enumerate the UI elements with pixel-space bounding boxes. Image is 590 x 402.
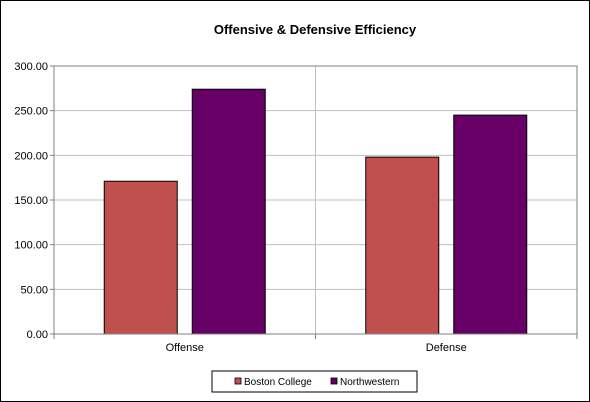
legend-label-boston-college: Boston College — [244, 377, 312, 388]
y-tick-label: 200.00 — [14, 150, 48, 162]
x-tick-label-defense: Defense — [426, 342, 467, 354]
legend: Boston College Northwestern — [211, 370, 418, 393]
y-axis-tick-labels: 0.00 50.00 100.00 150.00 200.00 250.00 300.00 — [14, 61, 48, 341]
y-tick-label: 50.00 — [20, 284, 48, 296]
bars — [103, 88, 528, 335]
legend-swatch-northwestern — [330, 377, 338, 385]
axes — [50, 65, 578, 339]
x-axis-tick-labels: Offense Defense — [166, 342, 467, 354]
y-tick-label: 300.00 — [14, 61, 48, 73]
y-tick-label: 0.00 — [27, 329, 48, 341]
bar-northwestern-defense — [453, 114, 528, 335]
y-tick-label: 250.00 — [14, 106, 48, 118]
bar-boston-college-offense — [103, 180, 178, 335]
legend-label-northwestern: Northwestern — [340, 377, 399, 388]
legend-box — [211, 370, 418, 393]
y-tick-label: 100.00 — [14, 240, 48, 252]
plot-area-border — [53, 65, 578, 335]
bar-northwestern-offense — [191, 88, 266, 335]
bar-boston-college-defense — [365, 156, 440, 335]
chart-title: Offensive & Defensive Efficiency — [214, 22, 417, 37]
legend-swatch-boston-college — [234, 377, 242, 385]
x-tick-label-offense: Offense — [166, 342, 204, 354]
y-tick-label: 150.00 — [14, 195, 48, 207]
